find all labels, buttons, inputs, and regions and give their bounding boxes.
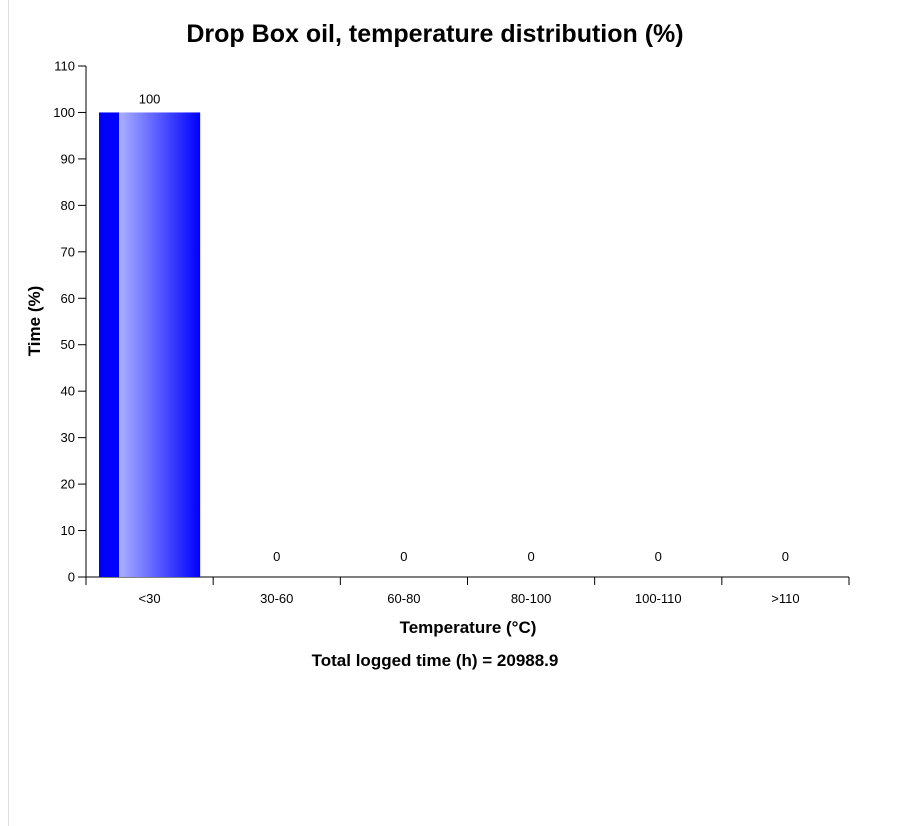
- data-label: 0: [273, 549, 280, 564]
- y-tick-label: 10: [61, 523, 75, 538]
- y-tick-label: 50: [61, 337, 75, 352]
- y-tick-label: 60: [61, 291, 75, 306]
- chart-title: Drop Box oil, temperature distribution (…: [186, 20, 683, 48]
- y-tick-label: 70: [61, 244, 75, 259]
- x-tick-label: 80-100: [511, 591, 551, 606]
- y-tick-label: 30: [61, 430, 75, 445]
- y-tick-label: 110: [54, 59, 75, 74]
- y-tick-label: 100: [53, 105, 75, 120]
- y-tick-label: 20: [61, 477, 75, 492]
- x-axis-label: Temperature (°C): [400, 618, 537, 637]
- total-logged-time: Total logged time (h) = 20988.9: [312, 651, 559, 670]
- data-label: 100: [139, 91, 161, 106]
- data-label: 0: [782, 549, 789, 564]
- x-tick-label: <30: [139, 591, 161, 606]
- x-tick-label: 30-60: [260, 591, 293, 606]
- page-left-border: [8, 0, 9, 826]
- x-tick-label: 60-80: [387, 591, 420, 606]
- y-tick-label: 80: [61, 198, 75, 213]
- x-axis: <30 30-60 60-80 80-100 100-110 >110: [85, 576, 850, 606]
- data-label: 0: [655, 549, 662, 564]
- y-tick-label: 90: [61, 151, 75, 166]
- data-labels: 100 0 0 0 0 0: [139, 91, 789, 564]
- bars: [99, 112, 201, 578]
- y-tick-label: 0: [68, 570, 75, 585]
- y-axis: 0 10 20 30 40 50 60 70 80 90 100 110: [53, 59, 87, 585]
- data-label: 0: [527, 549, 534, 564]
- y-axis-label: Time (%): [25, 286, 44, 357]
- y-tick-label: 40: [61, 384, 75, 399]
- x-tick-label: 100-110: [635, 591, 682, 606]
- x-tick-label: >110: [771, 591, 799, 606]
- data-label: 0: [400, 549, 407, 564]
- bar: [99, 112, 201, 578]
